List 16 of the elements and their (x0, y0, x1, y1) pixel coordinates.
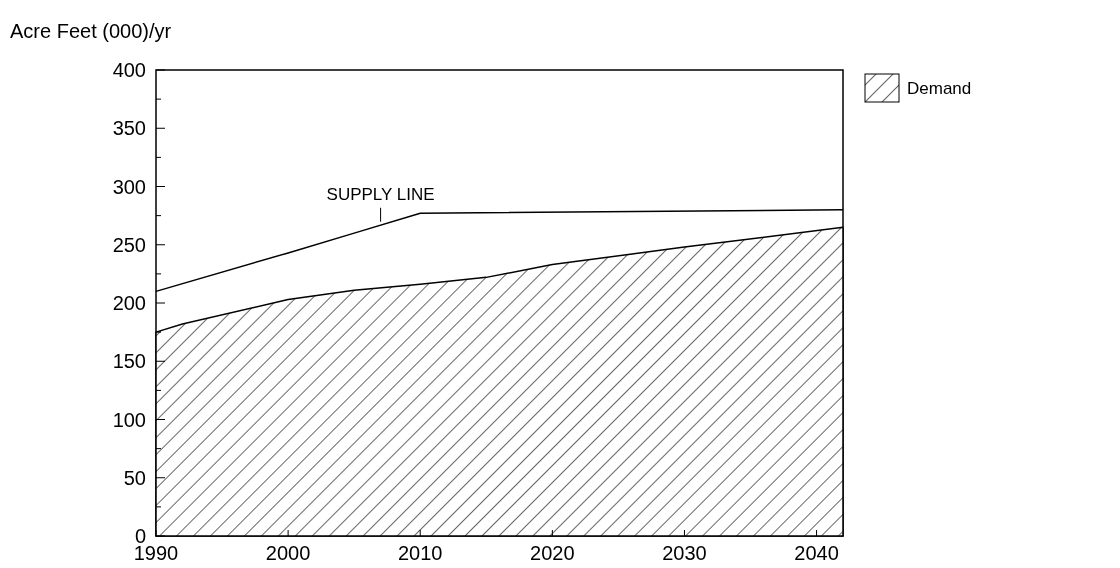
legend-label: Demand (907, 78, 972, 98)
y-tick-label: 400 (112, 59, 146, 81)
y-tick-label: 350 (112, 117, 146, 140)
x-tick-label: 2010 (397, 542, 443, 564)
y-tick-label: 100 (112, 408, 146, 431)
x-tick-label: 2000 (265, 542, 311, 564)
x-tick-label: 2030 (662, 542, 707, 564)
y-tick-label: 250 (112, 233, 146, 256)
y-tick-label: 200 (112, 292, 146, 314)
y-axis-title: Acre Feet (000)/yr (10, 20, 172, 42)
x-tick-label: 2040 (794, 542, 839, 564)
x-tick-label: 2020 (530, 542, 575, 564)
y-tick-label: 300 (112, 175, 146, 198)
annotation: SUPPLY LINE (326, 184, 435, 204)
y-tick-label: 150 (112, 350, 146, 373)
y-tick-label: 50 (123, 466, 146, 489)
